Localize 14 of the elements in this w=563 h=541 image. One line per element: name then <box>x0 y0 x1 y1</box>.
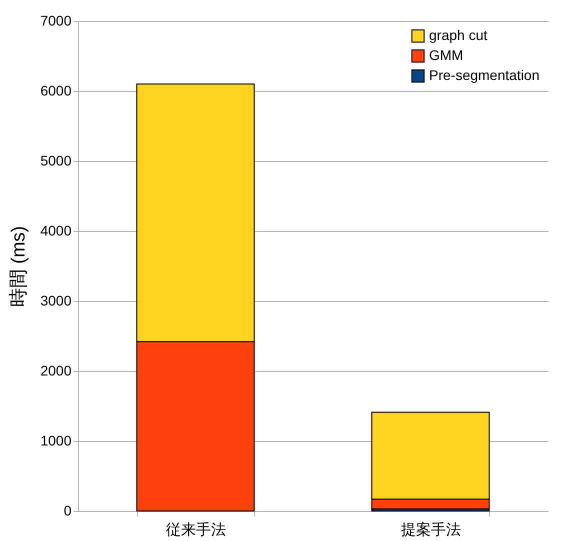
y-tick-label: 1000 <box>40 432 72 448</box>
y-tick-label: 2000 <box>40 362 72 378</box>
x-tick-label: 提案手法 <box>401 522 461 538</box>
x-tick-label: 従来手法 <box>166 522 226 538</box>
y-tick-label: 4000 <box>40 222 72 238</box>
y-tick-label: 3000 <box>40 292 72 308</box>
y-axis-title: 時間 (ms) <box>8 226 30 308</box>
legend-label: GMM <box>429 47 464 63</box>
y-tick-label: 6000 <box>40 82 72 98</box>
y-tick-label: 7000 <box>40 12 72 28</box>
legend-label: graph cut <box>429 27 488 43</box>
legend-label: Pre-segmentation <box>429 67 540 83</box>
y-tick-label: 0 <box>64 502 72 518</box>
y-tick-label: 5000 <box>40 152 72 168</box>
